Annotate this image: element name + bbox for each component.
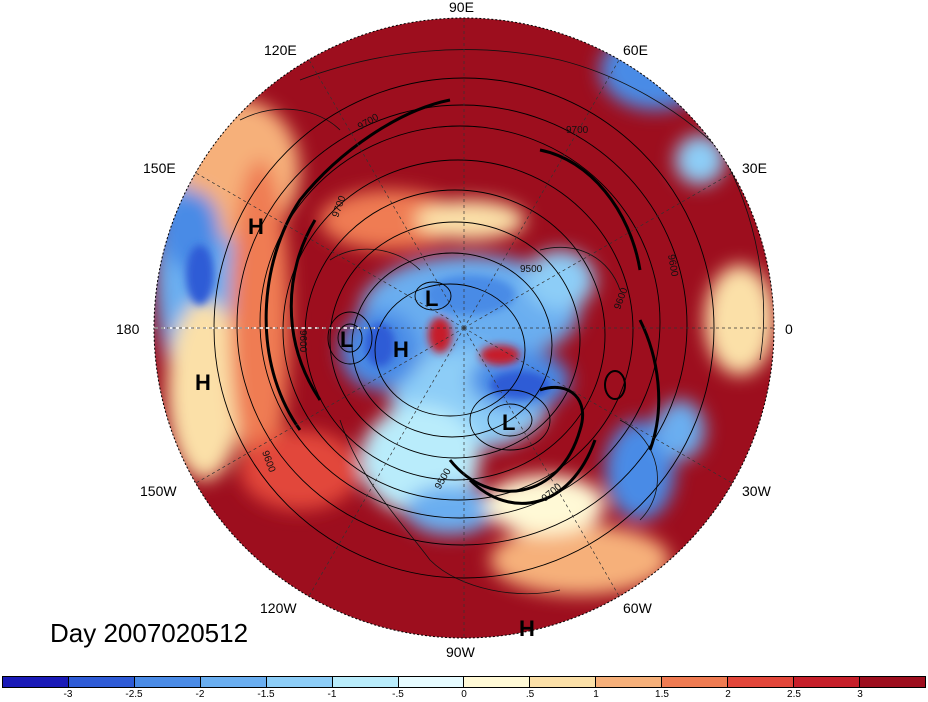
height-contours <box>213 77 715 579</box>
high-pressure-marker: H <box>519 616 535 641</box>
longitude-label-150w: 150W <box>140 483 177 499</box>
colorbar-tick-label: -2 <box>195 689 205 700</box>
colorbar-tick-label: 1.5 <box>655 689 669 700</box>
low-pressure-marker: L <box>340 327 353 352</box>
contour-label: 9600 <box>297 330 308 353</box>
high-pressure-marker: H <box>195 370 211 395</box>
colorbar-box <box>266 677 333 687</box>
longitude-label-180: 180 <box>116 321 140 337</box>
longitude-label-60e: 60E <box>623 42 648 58</box>
colorbar-box <box>398 677 465 687</box>
contour-label: 9700 <box>566 125 589 136</box>
colorbar-box <box>332 677 399 687</box>
colorbar-labels: -3 -2.5 -2 -1.5 -1 -.5 0 .5 1 1.5 2 2.5 3 <box>2 689 926 701</box>
longitude-label-60w: 60W <box>623 600 653 616</box>
pressure-centers: H H L L H L H <box>195 214 535 641</box>
high-pressure-marker: H <box>248 214 264 239</box>
colorbar-tick-label: .5 <box>525 689 535 700</box>
colorbar-box <box>794 677 860 687</box>
map-title: Day 2007020512 <box>50 618 249 648</box>
longitude-label-30e: 30E <box>742 160 767 176</box>
colorbar-tick-label: 2 <box>725 689 731 700</box>
longitude-label-90e: 90E <box>449 0 474 15</box>
colorbar-box <box>134 677 201 687</box>
colorbar-box <box>662 677 729 687</box>
coastlines <box>239 49 764 595</box>
colorbar-tick-label: 0 <box>461 689 467 700</box>
longitude-labels: 90E 60E 30E 0 30W 60W 90W 120W 150W 180 … <box>116 0 793 660</box>
low-pressure-marker: L <box>502 410 515 435</box>
colorbar-box <box>3 677 69 687</box>
colorbar-tick-label: -1 <box>327 689 337 700</box>
longitude-label-30w: 30W <box>742 483 772 499</box>
longitude-label-150e: 150E <box>143 160 176 176</box>
colorbar-tick-label: -.5 <box>392 689 404 700</box>
longitude-label-0: 0 <box>785 321 793 337</box>
colorbar-tick-label: 2.5 <box>787 689 801 700</box>
longitude-label-120e: 120E <box>264 42 297 58</box>
colorbar-box <box>200 677 267 687</box>
colorbar-box <box>464 677 531 687</box>
contour-label: 9500 <box>520 264 543 275</box>
graticule <box>154 18 774 638</box>
colorbar-tick-label: 1 <box>593 689 599 700</box>
contour-label: 9600 <box>665 254 680 278</box>
colorbar-tick-label: -2.5 <box>125 689 143 700</box>
colorbar-box <box>596 677 663 687</box>
colorbar-tick-label: -1.5 <box>257 689 275 700</box>
colorbar-box <box>68 677 135 687</box>
colorbar-box <box>728 677 795 687</box>
longitude-label-90w: 90W <box>446 644 476 660</box>
colorbar <box>2 676 926 688</box>
high-pressure-marker: H <box>393 337 409 362</box>
colorbar-box <box>859 677 925 687</box>
map-boundary <box>153 17 775 639</box>
low-pressure-marker: L <box>425 286 438 311</box>
colorbar-tick-label: 3 <box>857 689 863 700</box>
longitude-label-120w: 120W <box>260 600 297 616</box>
colorbar-box <box>530 677 597 687</box>
colorbar-tick-label: -3 <box>63 689 73 700</box>
